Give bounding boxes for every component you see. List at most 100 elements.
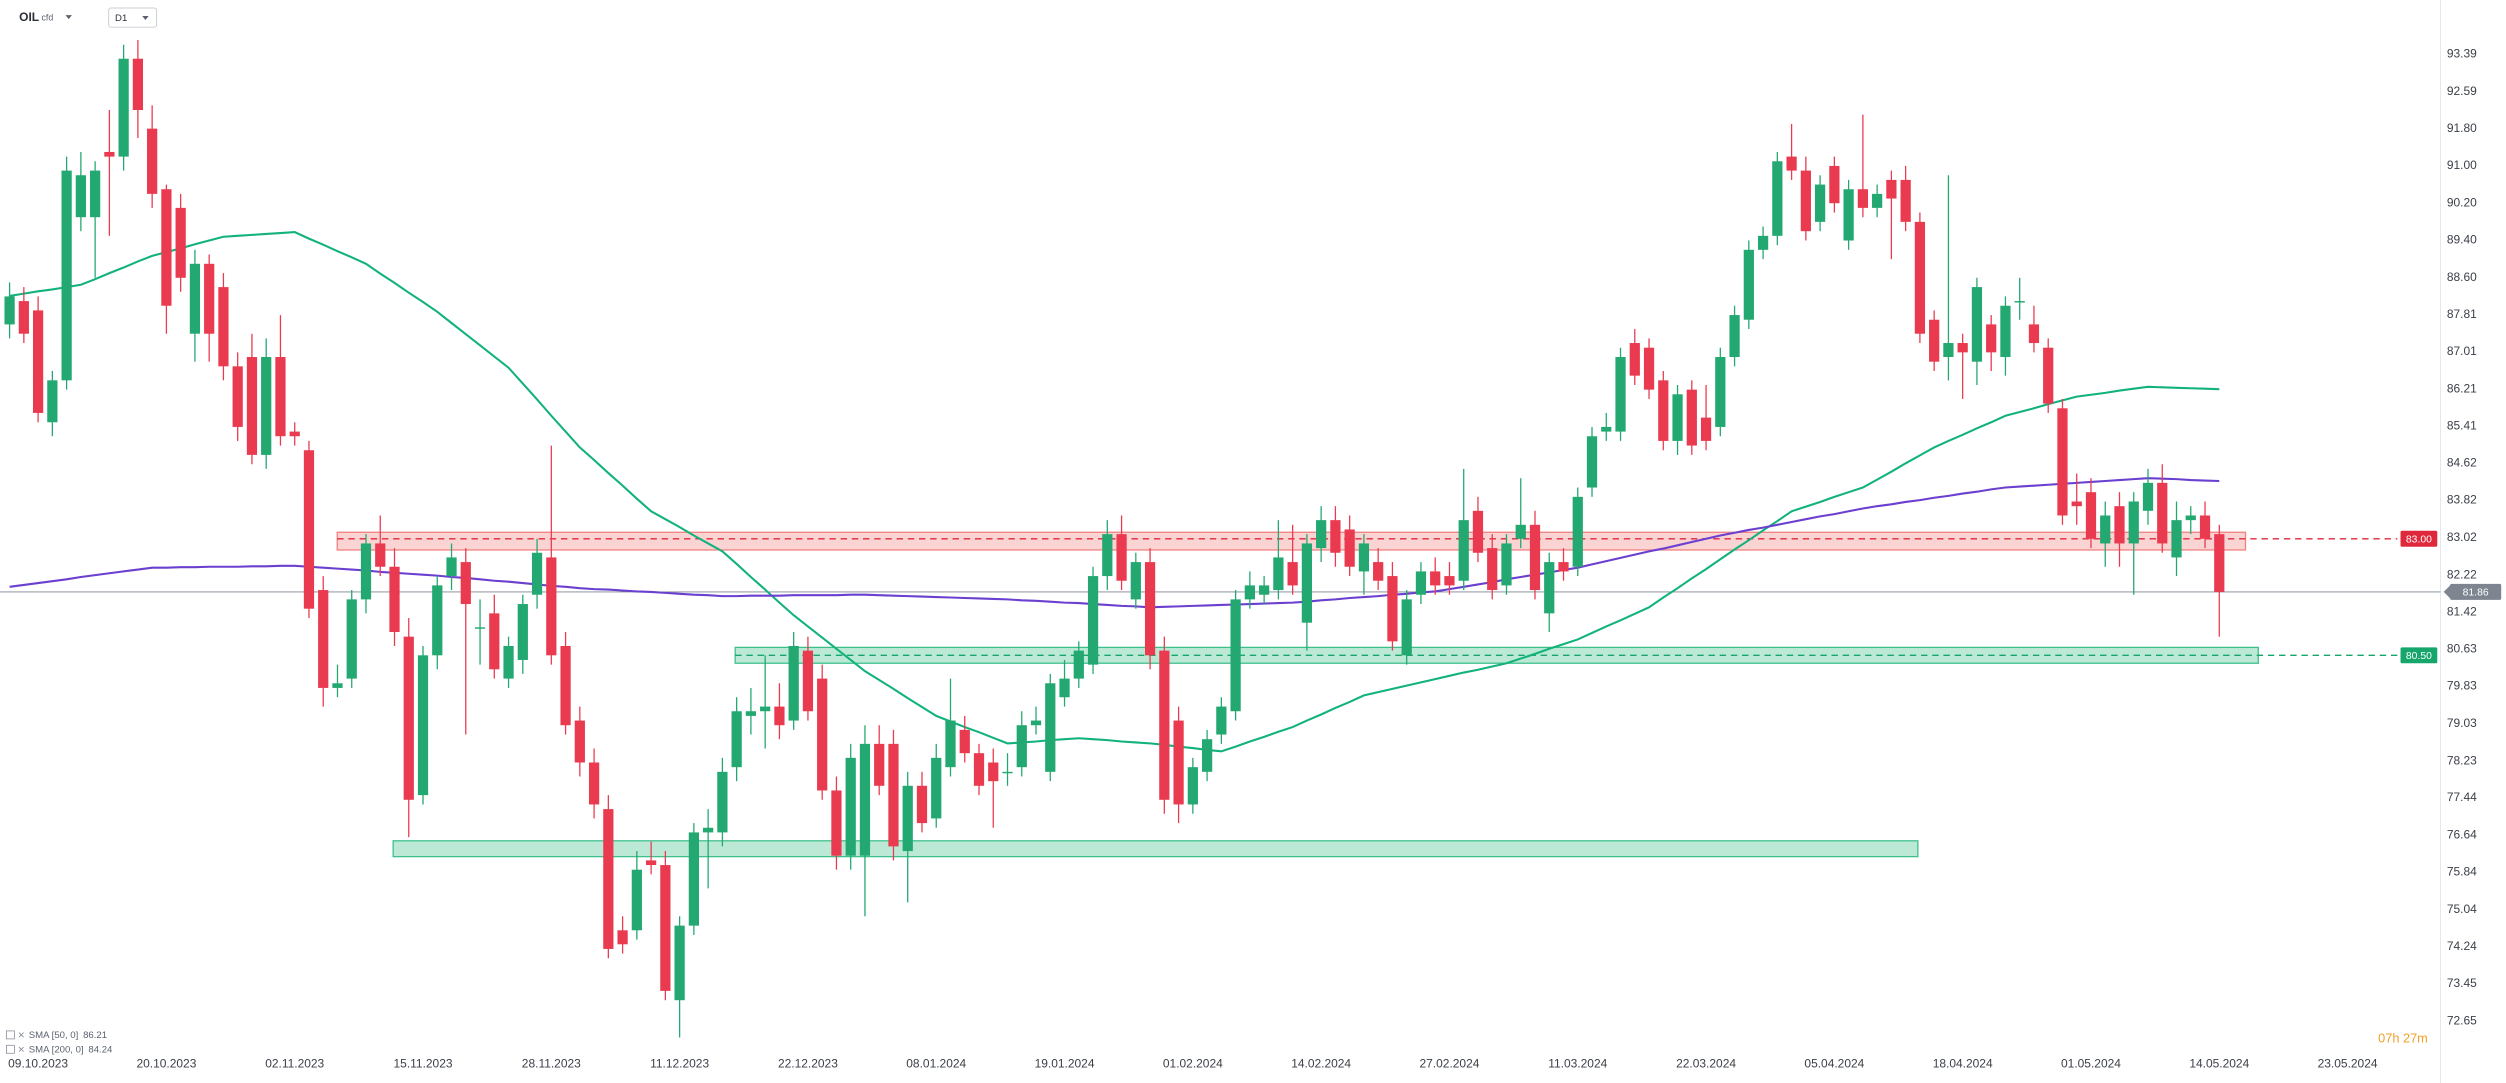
y-tick-label: 82.22	[2447, 567, 2477, 581]
candle-body	[517, 604, 528, 660]
y-tick-label: 77.44	[2447, 790, 2477, 804]
sma-line	[9, 231, 2220, 753]
candle-body	[1615, 357, 1626, 432]
candle-body	[75, 175, 86, 218]
candle-body	[1529, 524, 1541, 591]
candle-body	[1643, 347, 1655, 390]
candle-body	[2171, 520, 2182, 558]
candle-body	[1259, 585, 1270, 595]
candle-body	[175, 207, 186, 278]
candle-body	[161, 189, 172, 306]
candle-body	[1373, 562, 1384, 581]
legend-icon	[5, 1044, 15, 1054]
candle-body	[973, 753, 985, 786]
candle-body	[874, 743, 885, 786]
x-tick-label: 20.10.2023	[136, 1057, 196, 1071]
candle-body	[674, 925, 685, 1001]
legend-entry[interactable]: ✕ SMA [200, 0] 84.24	[5, 1044, 113, 1056]
candle-body	[1472, 510, 1484, 553]
candle-body	[1800, 170, 1811, 232]
candle-body	[47, 380, 58, 423]
candle-body	[2157, 482, 2168, 544]
legend-icon	[5, 1030, 15, 1040]
candle-body	[760, 706, 771, 712]
candle-body	[902, 785, 913, 852]
candle-body	[1515, 524, 1526, 539]
candle-body	[717, 771, 728, 833]
symbol[interactable]: OIL	[19, 10, 39, 24]
candle-body	[118, 58, 129, 157]
candle-body	[1900, 179, 1911, 222]
candle-body	[1045, 683, 1056, 772]
candle-body	[1914, 221, 1926, 334]
candle-body	[147, 128, 158, 194]
candle-body	[2214, 534, 2225, 592]
candle-body	[1501, 543, 1512, 586]
candle-body	[1886, 179, 1897, 199]
candle-body	[1244, 585, 1255, 600]
candle-body	[1458, 520, 1469, 581]
candle-body	[1287, 562, 1298, 586]
candle-body	[90, 170, 101, 218]
y-tick-label: 86.21	[2447, 381, 2477, 395]
candle-body	[788, 645, 799, 721]
y-tick-label: 85.41	[2447, 419, 2477, 433]
candle-body	[1358, 543, 1370, 572]
price-tag	[2450, 583, 2502, 600]
candle-body	[1629, 343, 1640, 376]
candle-body	[2128, 501, 2139, 544]
candle-body	[1330, 520, 1341, 553]
x-tick-label: 11.03.2024	[1548, 1057, 1607, 1071]
candle-body	[61, 170, 72, 381]
y-tick-label: 92.59	[2447, 84, 2477, 98]
candle-body	[104, 151, 115, 157]
candle-body	[988, 762, 999, 782]
price-tag-label: 80.50	[2406, 651, 2432, 662]
candle-body	[1401, 599, 1412, 656]
y-tick-label: 75.04	[2447, 902, 2477, 916]
y-tick-label: 87.01	[2447, 344, 2477, 358]
candle-body	[2028, 324, 2040, 344]
instrument[interactable]: cfd	[42, 13, 54, 23]
candle-body	[503, 645, 514, 679]
candle-body	[845, 757, 856, 856]
candle-body	[1159, 650, 1170, 800]
candle-body	[1301, 543, 1313, 623]
candle-body	[831, 790, 842, 856]
candle-body	[531, 552, 543, 595]
y-tick-label: 75.84	[2447, 865, 2477, 879]
candle-body	[489, 613, 500, 670]
candle-body	[859, 743, 871, 856]
timeframe-arrow[interactable]	[142, 15, 149, 20]
x-tick-label: 05.04.2024	[1804, 1057, 1864, 1071]
timeframe-select[interactable]	[108, 7, 158, 28]
candle-body	[1144, 562, 1156, 656]
candle-body	[2114, 506, 2125, 544]
symbol-dropdown-arrow[interactable]	[65, 15, 72, 20]
candle-body	[1601, 426, 1612, 432]
timeframe[interactable]: D1	[115, 13, 127, 24]
candle-body	[1273, 557, 1284, 591]
candle-body	[1430, 571, 1441, 586]
candle-body	[1943, 343, 1954, 358]
candle-body	[1786, 156, 1797, 171]
candle-body	[546, 557, 557, 656]
candle-body	[645, 860, 657, 866]
candle-body	[1715, 357, 1726, 427]
candle-body	[189, 263, 201, 334]
candle-body	[774, 706, 785, 726]
y-tick-label: 72.65	[2447, 1013, 2477, 1027]
candle-body	[959, 729, 970, 754]
candle-body	[261, 357, 272, 455]
candle-body	[375, 543, 386, 567]
countdown: 07h 27m	[2378, 1030, 2428, 1045]
y-tick-label: 81.42	[2447, 605, 2477, 619]
candle-body	[132, 58, 144, 110]
candle-body	[346, 599, 357, 679]
legend-entry[interactable]: ✕ SMA [50, 0] 86.21	[5, 1030, 107, 1041]
candle-body	[1415, 571, 1427, 595]
candle-body	[574, 720, 585, 763]
candle-body	[1130, 562, 1141, 600]
